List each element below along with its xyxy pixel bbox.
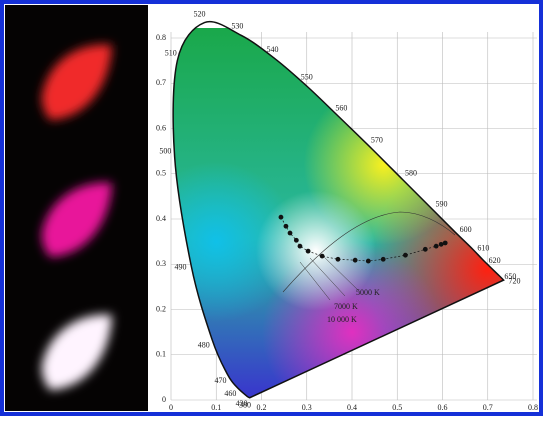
data-point	[434, 244, 439, 249]
wavelength-label: 720	[508, 276, 520, 285]
y-tick-label: 0.7	[156, 78, 166, 87]
wavelength-label: 550	[301, 73, 313, 82]
annotation: 5000 K	[356, 288, 380, 297]
wavelength-label: 460	[224, 389, 236, 398]
wavelength-label: 490	[174, 262, 186, 271]
wavelength-label: 570	[371, 136, 383, 145]
y-tick-label: 0.4	[156, 214, 166, 223]
data-point	[336, 257, 341, 262]
wavelength-label: 500	[159, 146, 171, 155]
wavelength-label: 620	[489, 256, 501, 265]
data-point	[381, 257, 386, 262]
x-tick-label: 0.2	[257, 403, 267, 412]
x-tick-label: 0.1	[211, 403, 221, 412]
wavelength-label: 610	[477, 244, 489, 253]
y-tick-label: 0.1	[156, 350, 166, 359]
data-point	[306, 249, 311, 254]
y-tick-label: 0.6	[156, 123, 166, 132]
wavelength-label: 590	[435, 200, 447, 209]
wavelength-label: 560	[335, 104, 347, 113]
y-tick-label: 0.8	[156, 33, 166, 42]
annotation: 7000 K	[334, 302, 358, 311]
x-tick-label: 0.6	[438, 403, 448, 412]
x-tick-label: 0	[169, 403, 173, 412]
data-point	[288, 231, 293, 236]
x-tick-label: 0.3	[302, 403, 312, 412]
x-tick-label: 0.4	[347, 403, 357, 412]
x-tick-label: 0.5	[392, 403, 402, 412]
wavelength-label: 600	[460, 225, 472, 234]
wavelength-label: 510	[165, 48, 177, 57]
y-tick-label: 0.5	[156, 169, 166, 178]
data-point	[294, 238, 299, 243]
y-tick-label: 0.3	[156, 259, 166, 268]
wavelength-label: 480	[198, 340, 210, 349]
data-point	[439, 242, 444, 247]
wavelength-label: 530	[231, 22, 243, 31]
wavelength-label: 470	[214, 376, 226, 385]
wavelength-label: 580	[405, 169, 417, 178]
wavelength-label: 540	[267, 45, 279, 54]
data-point	[298, 244, 303, 249]
data-point	[353, 258, 358, 263]
y-tick-label: 0.2	[156, 304, 166, 313]
wavelength-label: 430	[236, 399, 248, 408]
data-point	[279, 215, 284, 220]
data-point	[443, 241, 448, 246]
data-point	[320, 254, 325, 259]
data-point	[366, 259, 371, 264]
y-tick-label: 0	[162, 395, 166, 404]
data-point	[423, 247, 428, 252]
data-point	[403, 253, 408, 258]
wavelength-label: 520	[194, 9, 206, 18]
data-point	[284, 224, 289, 229]
x-tick-label: 0.7	[483, 403, 493, 412]
x-tick-label: 0.8	[528, 403, 538, 412]
annotation: 10 000 K	[327, 315, 357, 324]
figure: 0 0.1 0.2 0.3 0.4 0.5 0.6 0.7 0.8 0 0.1 0.2 0.3 0.4 0.…	[0, 0, 543, 416]
